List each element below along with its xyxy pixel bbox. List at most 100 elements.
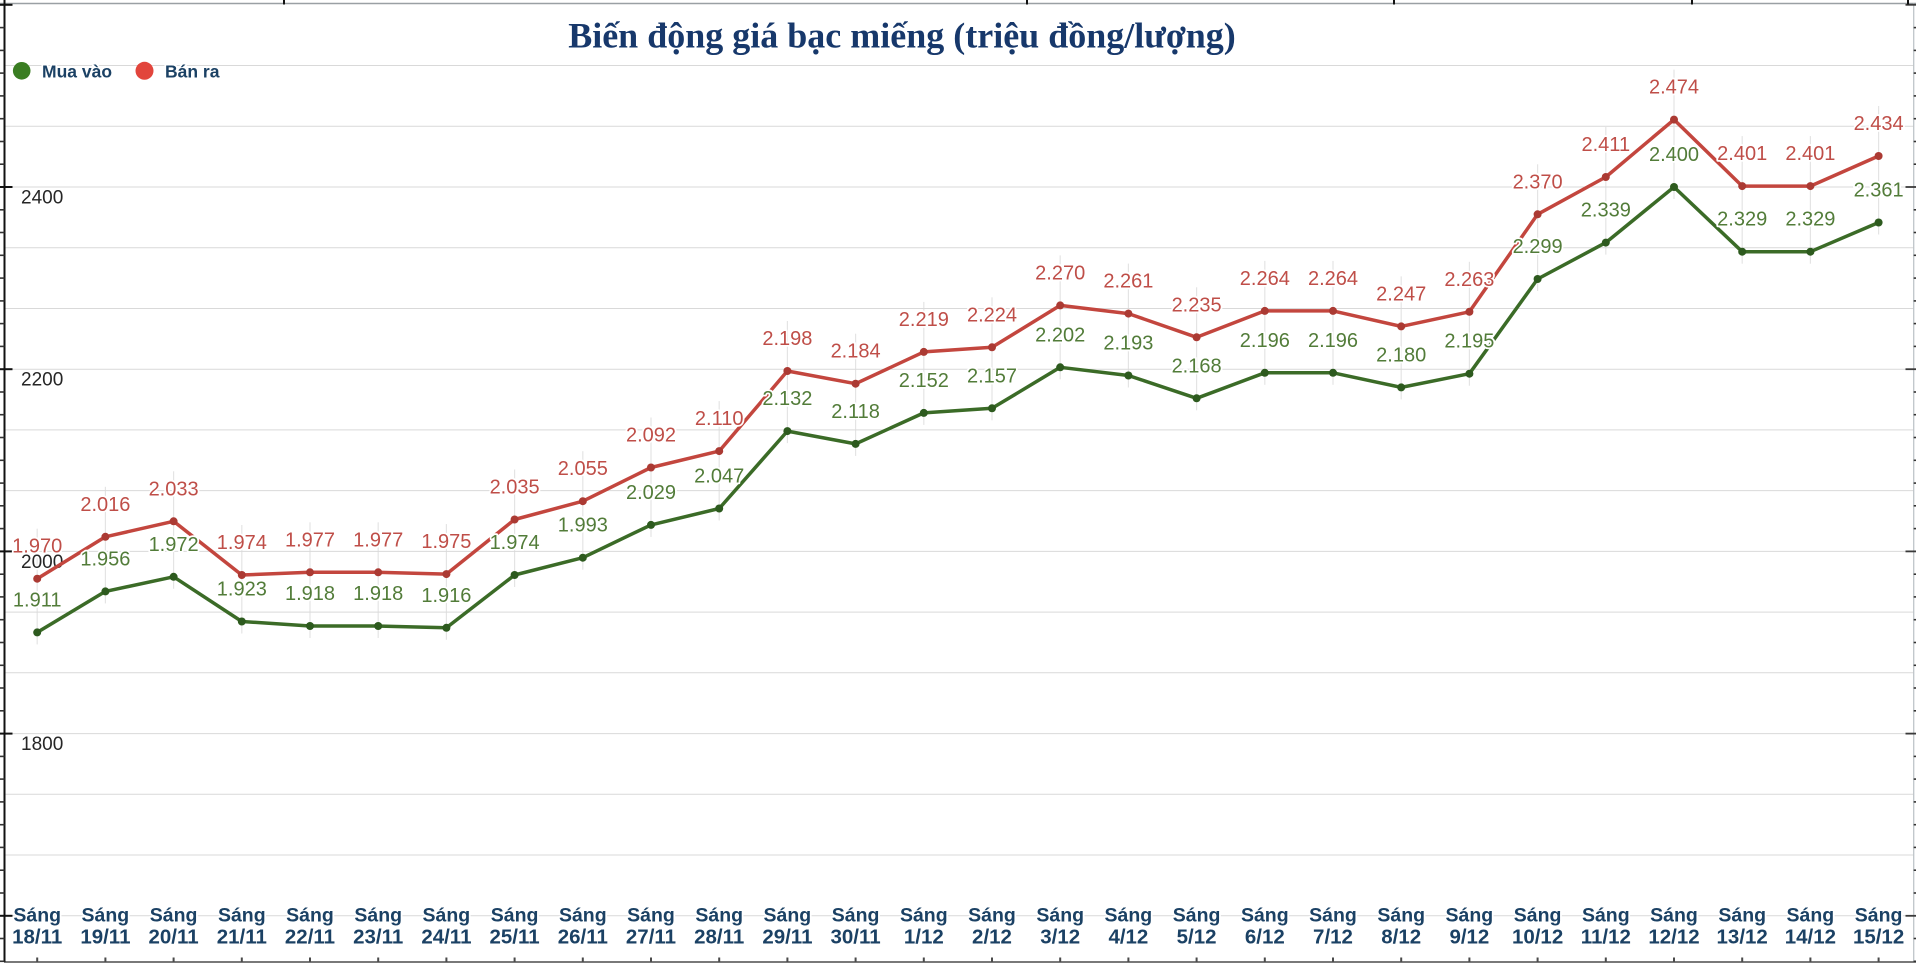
- svg-text:1.916: 1.916: [421, 585, 471, 607]
- svg-text:27/11: 27/11: [626, 926, 676, 949]
- svg-text:Sáng: Sáng: [13, 905, 61, 927]
- svg-text:2.202: 2.202: [1035, 324, 1085, 346]
- svg-text:2.434: 2.434: [1854, 113, 1904, 135]
- svg-text:2200: 2200: [21, 370, 63, 391]
- svg-text:1.977: 1.977: [285, 529, 335, 551]
- svg-text:2.339: 2.339: [1581, 200, 1631, 222]
- svg-text:1800: 1800: [21, 734, 63, 755]
- svg-text:20/11: 20/11: [149, 926, 199, 949]
- svg-text:2.196: 2.196: [1240, 330, 1290, 352]
- svg-text:Sáng: Sáng: [1514, 905, 1562, 927]
- svg-text:2.235: 2.235: [1172, 294, 1222, 316]
- svg-text:2.299: 2.299: [1513, 236, 1563, 258]
- svg-text:Sáng: Sáng: [1855, 905, 1903, 927]
- svg-text:2.401: 2.401: [1717, 143, 1767, 165]
- svg-text:Sáng: Sáng: [286, 905, 334, 927]
- svg-text:2.033: 2.033: [149, 478, 199, 500]
- svg-text:Sáng: Sáng: [354, 905, 402, 927]
- svg-text:Sáng: Sáng: [150, 905, 198, 927]
- svg-text:2.400: 2.400: [1649, 144, 1699, 166]
- svg-text:21/11: 21/11: [217, 926, 267, 949]
- svg-text:Sáng: Sáng: [1173, 905, 1221, 927]
- svg-text:2.092: 2.092: [626, 425, 676, 447]
- svg-text:Biến động giá bạc miếng (triệu: Biến động giá bạc miếng (triệu đồng/lượn…: [568, 16, 1236, 56]
- svg-text:2.195: 2.195: [1444, 331, 1494, 353]
- svg-text:9/12: 9/12: [1449, 926, 1489, 949]
- svg-text:Bán ra: Bán ra: [165, 62, 220, 82]
- svg-text:Sáng: Sáng: [1036, 905, 1084, 927]
- svg-text:2.329: 2.329: [1717, 209, 1767, 231]
- svg-text:30/11: 30/11: [831, 926, 881, 949]
- svg-text:1.977: 1.977: [353, 529, 403, 551]
- svg-text:Sáng: Sáng: [1241, 905, 1289, 927]
- svg-text:2.029: 2.029: [626, 482, 676, 504]
- svg-text:4/12: 4/12: [1108, 926, 1148, 949]
- svg-text:1.923: 1.923: [217, 579, 267, 601]
- svg-text:2/12: 2/12: [972, 926, 1012, 949]
- svg-text:2.219: 2.219: [899, 309, 949, 331]
- svg-text:Sáng: Sáng: [1650, 905, 1698, 927]
- svg-text:2.184: 2.184: [831, 341, 881, 363]
- svg-text:2.055: 2.055: [558, 458, 608, 480]
- svg-text:2.035: 2.035: [490, 477, 540, 499]
- svg-text:2.263: 2.263: [1444, 269, 1494, 291]
- svg-text:Sáng: Sáng: [764, 905, 812, 927]
- svg-text:2.196: 2.196: [1308, 330, 1358, 352]
- svg-text:12/12: 12/12: [1648, 926, 1699, 949]
- svg-text:Sáng: Sáng: [900, 905, 948, 927]
- svg-text:Sáng: Sáng: [82, 905, 130, 927]
- svg-text:10/12: 10/12: [1512, 926, 1563, 949]
- svg-text:24/11: 24/11: [421, 926, 471, 949]
- svg-text:2.247: 2.247: [1376, 283, 1426, 305]
- svg-text:2.110: 2.110: [695, 408, 744, 430]
- svg-text:2.370: 2.370: [1513, 171, 1563, 193]
- svg-text:2.474: 2.474: [1649, 77, 1699, 99]
- svg-text:26/11: 26/11: [558, 926, 608, 949]
- svg-text:2.411: 2.411: [1582, 134, 1631, 156]
- svg-text:2.361: 2.361: [1854, 180, 1904, 202]
- svg-text:2400: 2400: [21, 188, 63, 209]
- svg-text:19/11: 19/11: [80, 926, 130, 949]
- svg-text:1.972: 1.972: [149, 534, 199, 556]
- svg-text:2.261: 2.261: [1103, 271, 1153, 293]
- svg-text:22/11: 22/11: [285, 926, 335, 949]
- svg-text:1.970: 1.970: [12, 536, 62, 558]
- svg-text:2.016: 2.016: [80, 494, 130, 516]
- svg-text:Sáng: Sáng: [832, 905, 880, 927]
- svg-text:Sáng: Sáng: [1718, 905, 1766, 927]
- svg-text:2.264: 2.264: [1308, 268, 1358, 290]
- svg-text:Sáng: Sáng: [627, 905, 675, 927]
- svg-text:6/12: 6/12: [1245, 926, 1285, 949]
- svg-text:Sáng: Sáng: [1787, 905, 1835, 927]
- svg-text:25/11: 25/11: [490, 926, 540, 949]
- svg-text:2.118: 2.118: [831, 401, 880, 423]
- svg-text:Sáng: Sáng: [559, 905, 607, 927]
- svg-text:2.270: 2.270: [1035, 262, 1085, 284]
- svg-text:2.198: 2.198: [762, 328, 812, 350]
- svg-text:23/11: 23/11: [353, 926, 403, 949]
- svg-text:2.180: 2.180: [1376, 344, 1426, 366]
- svg-text:3/12: 3/12: [1040, 926, 1080, 949]
- svg-text:Sáng: Sáng: [1446, 905, 1494, 927]
- svg-text:Sáng: Sáng: [968, 905, 1016, 927]
- svg-text:29/11: 29/11: [762, 926, 812, 949]
- svg-text:2.193: 2.193: [1103, 333, 1153, 355]
- svg-text:13/12: 13/12: [1717, 926, 1768, 949]
- svg-text:1/12: 1/12: [904, 926, 944, 949]
- svg-text:8/12: 8/12: [1381, 926, 1421, 949]
- svg-text:28/11: 28/11: [694, 926, 744, 949]
- svg-text:2.224: 2.224: [967, 304, 1017, 326]
- svg-text:2.157: 2.157: [967, 365, 1017, 387]
- svg-text:1.911: 1.911: [13, 589, 62, 611]
- svg-text:Sáng: Sáng: [1582, 905, 1630, 927]
- svg-text:Sáng: Sáng: [1309, 905, 1357, 927]
- svg-text:Sáng: Sáng: [423, 905, 471, 927]
- svg-text:Sáng: Sáng: [491, 905, 539, 927]
- svg-text:Sáng: Sáng: [1105, 905, 1153, 927]
- svg-text:2.132: 2.132: [762, 388, 812, 410]
- svg-text:5/12: 5/12: [1177, 926, 1217, 949]
- svg-text:18/11: 18/11: [12, 926, 62, 949]
- svg-text:7/12: 7/12: [1313, 926, 1353, 949]
- svg-text:1.975: 1.975: [421, 531, 471, 553]
- svg-text:1.918: 1.918: [353, 583, 403, 605]
